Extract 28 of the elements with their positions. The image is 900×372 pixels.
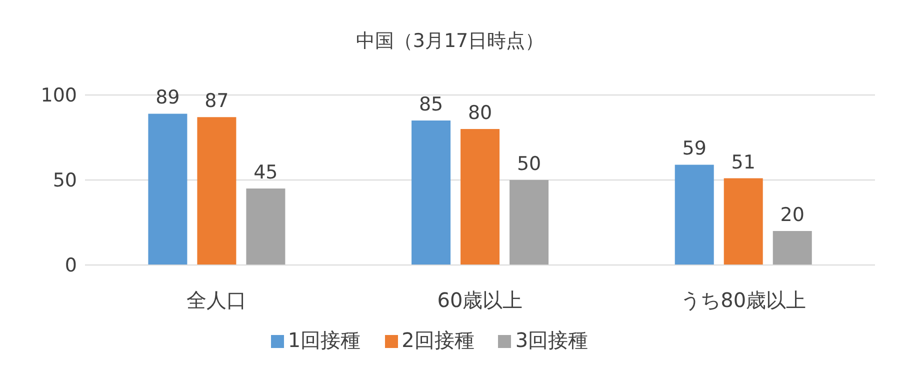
chart-title: 中国（3月17日時点） xyxy=(354,29,546,54)
x-tick-label: うち80歳以上 xyxy=(680,288,806,312)
legend-label: 2回接種 xyxy=(402,328,474,352)
y-tick-label: 50 xyxy=(52,170,77,192)
bar xyxy=(674,164,714,265)
data-label: 59 xyxy=(682,138,706,160)
bar xyxy=(724,178,763,265)
bar xyxy=(772,231,812,265)
data-label: 50 xyxy=(516,153,542,175)
legend-label: 3回接種 xyxy=(515,328,588,352)
bar xyxy=(197,117,236,265)
data-label: 89 xyxy=(156,86,180,109)
y-tick-label: 100 xyxy=(40,84,77,107)
data-label: 87 xyxy=(204,90,229,112)
x-tick-label: 全人口 xyxy=(186,288,247,312)
bar xyxy=(148,114,188,265)
bar xyxy=(510,180,549,265)
y-tick-label: 0 xyxy=(64,254,77,277)
bar xyxy=(412,120,451,265)
legend-label: 1回接種 xyxy=(288,328,361,352)
x-tick-label: 60歳以上 xyxy=(437,288,523,312)
bar xyxy=(246,188,286,265)
data-label: 45 xyxy=(254,162,278,184)
data-label: 85 xyxy=(418,94,444,116)
bar xyxy=(460,129,500,265)
data-label: 20 xyxy=(780,204,804,226)
data-label: 51 xyxy=(731,151,756,174)
data-label: 80 xyxy=(468,102,492,124)
